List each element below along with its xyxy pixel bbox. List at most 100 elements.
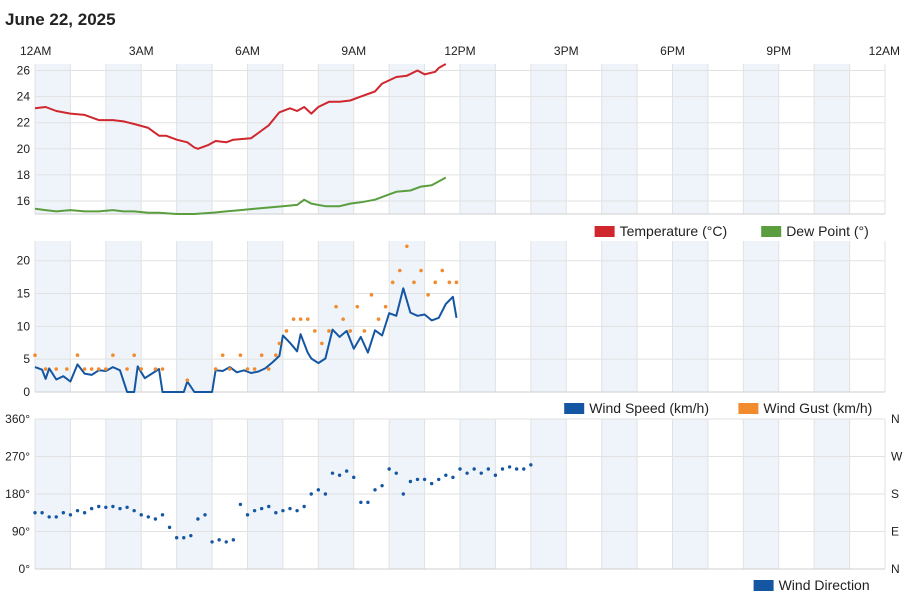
wind-direction-point — [146, 515, 151, 519]
wind-gust-point — [312, 329, 317, 333]
wind-gust-point — [348, 329, 353, 333]
legend-swatch — [564, 403, 585, 414]
y-axis-ticks: 16 18 20 22 24 26 0 5 10 15 20 0° N 90° E 180° S 270° W 360… — [5, 64, 903, 576]
hour-band — [814, 64, 850, 214]
wind-direction-point — [174, 536, 179, 540]
wind-gust-point — [227, 367, 232, 371]
wind-gust-point — [139, 367, 144, 371]
hour-band — [460, 241, 496, 392]
y-tick-label: 270° — [5, 450, 30, 464]
y-tick-label: 20 — [17, 254, 31, 268]
wind-gust-point — [369, 293, 374, 297]
legend-label: Wind Speed (km/h) — [589, 400, 709, 416]
hour-band — [105, 64, 142, 214]
dew-point-line — [34, 176, 447, 215]
wind-gust-point — [362, 329, 367, 333]
wind-gust-point — [125, 367, 129, 371]
hour-band — [318, 241, 354, 392]
wind-direction-point — [465, 471, 469, 475]
gridlines — [34, 64, 886, 570]
wind-gust-point — [305, 317, 310, 321]
wind-direction-point — [97, 504, 101, 509]
wind-direction-point — [522, 467, 526, 471]
wind-gust-point — [433, 280, 438, 285]
hour-band — [460, 64, 496, 214]
wind-direction-point — [160, 513, 165, 517]
wind-direction-point — [429, 481, 434, 486]
wind-direction-point — [408, 479, 413, 484]
x-tick-label: 3PM — [554, 44, 579, 58]
wind-direction-point — [401, 492, 406, 496]
compass-tick-label: N — [891, 412, 900, 426]
wind-direction-point — [366, 500, 370, 505]
wind-gust-point — [89, 367, 94, 371]
wind-direction-point — [89, 506, 94, 511]
compass-tick-label: E — [891, 525, 899, 539]
y-tick-label: 360° — [5, 412, 30, 426]
wind-direction-point — [252, 508, 257, 513]
y-tick-label: 18 — [17, 168, 31, 182]
wind-gust-point — [75, 353, 80, 358]
hour-band — [743, 241, 779, 392]
wind-direction-point — [444, 473, 448, 477]
hour-band — [530, 64, 567, 214]
data-series — [33, 63, 533, 544]
wind-gust-point — [213, 367, 218, 371]
wind-direction-point — [75, 508, 80, 513]
wind-gust-point — [284, 329, 289, 333]
y-tick-label: 16 — [17, 194, 31, 208]
wind-gust-point — [419, 268, 423, 273]
hour-band — [35, 64, 71, 214]
wind-gust-point — [397, 268, 402, 273]
wind-gust-point — [412, 280, 416, 285]
wind-direction-point — [500, 467, 505, 471]
wind-direction-point — [337, 473, 342, 477]
wind-direction-point — [309, 492, 313, 496]
wind-gust-point — [252, 367, 257, 371]
wind-gust-point — [327, 329, 331, 333]
wind-direction-point — [33, 511, 37, 515]
wind-direction-point — [514, 467, 519, 471]
wind-speed-line — [34, 287, 458, 393]
wind-gust-point — [82, 367, 87, 371]
wind-direction-point — [238, 502, 243, 507]
wind-direction-point — [422, 477, 427, 482]
legend-label: Wind Direction — [779, 577, 870, 593]
wind-gust-point — [274, 353, 278, 358]
wind-direction-point — [231, 538, 236, 542]
wind-gust-point — [33, 353, 37, 358]
wind-direction-point — [323, 492, 328, 496]
wind-gust-point — [185, 378, 190, 382]
wind-direction-point — [387, 467, 391, 471]
wind-direction-point — [245, 513, 250, 517]
wind-gust-point — [54, 367, 59, 371]
wind-gust-point — [440, 268, 445, 273]
wind-direction-point — [507, 465, 512, 469]
y-tick-label: 90° — [12, 525, 30, 539]
y-tick-label: 5 — [23, 352, 30, 366]
wind-direction-point — [486, 467, 491, 471]
wind-gust-point — [355, 304, 360, 309]
wind-direction-point — [210, 540, 214, 544]
x-tick-label: 6PM — [660, 44, 685, 58]
hour-band — [247, 64, 283, 214]
y-tick-label: 180° — [5, 487, 30, 501]
wind-direction-point — [281, 508, 285, 513]
wind-direction-point — [344, 469, 349, 473]
wind-gust-point — [65, 367, 69, 371]
wind-direction-point — [302, 504, 306, 509]
wind-gust-point — [104, 367, 108, 371]
legend-swatch — [738, 403, 759, 414]
wind-direction-point — [394, 471, 398, 475]
wind-gust-point — [277, 341, 282, 346]
y-tick-label: 24 — [17, 90, 31, 104]
wind-gust-point — [298, 317, 303, 321]
wind-direction-point — [203, 513, 207, 517]
y-tick-label: 20 — [17, 142, 31, 156]
legend-label: Dew Point (°) — [786, 223, 869, 239]
hour-band — [601, 64, 638, 214]
hour-band — [389, 241, 425, 392]
wind-direction-point — [458, 467, 462, 471]
legend: Dew Point (°) Temperature (°C) Wind Gust (… — [564, 223, 872, 593]
